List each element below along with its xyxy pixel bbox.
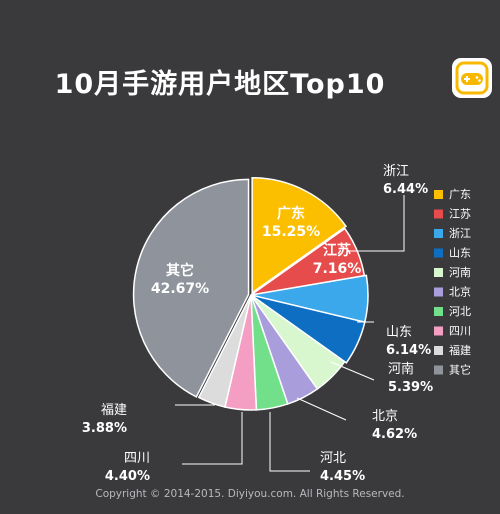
slice-value-9: 3.88% xyxy=(82,421,127,436)
chart-title: 10月手游用户地区Top10 xyxy=(54,69,386,100)
legend-swatch-7 xyxy=(434,307,443,316)
pie-chart: 广东15.25%江苏7.16%浙江6.44%山东6.14%河南5.39%北京4.… xyxy=(82,164,471,480)
legend-item-2: 江苏 xyxy=(449,208,471,221)
slice-label-6: 北京 xyxy=(372,409,398,424)
pie-slice-1 xyxy=(251,177,348,295)
legend-swatch-10 xyxy=(434,365,443,375)
slice-value-4: 6.14% xyxy=(386,343,431,358)
legend-swatch-9 xyxy=(434,346,443,355)
slice-label-4: 山东 xyxy=(386,325,412,340)
legend-item-9: 福建 xyxy=(449,343,471,357)
gamepad-icon xyxy=(452,58,492,98)
legend-item-1: 广东 xyxy=(449,188,471,201)
slice-label-7: 河北 xyxy=(320,451,346,466)
slice-value-2: 7.16% xyxy=(313,261,362,277)
leader-line-3 xyxy=(349,195,405,252)
slice-label-1: 广东 xyxy=(277,205,305,222)
copyright-text: Copyright © 2014-2015. Diyiyou.com. All … xyxy=(95,488,405,500)
legend-swatch-6 xyxy=(434,287,443,297)
legend-swatch-1 xyxy=(434,190,443,199)
slice-value-3: 6.44% xyxy=(383,182,428,197)
slice-value-6: 4.62% xyxy=(372,427,417,442)
legend-swatch-4 xyxy=(434,248,443,258)
legend-swatch-2 xyxy=(434,209,443,219)
slice-value-8: 4.40% xyxy=(105,469,150,480)
legend-swatch-8 xyxy=(434,326,443,336)
legend-item-4: 山东 xyxy=(449,247,471,260)
slice-value-7: 4.45% xyxy=(320,469,365,480)
slice-label-10: 其它 xyxy=(166,262,194,279)
leader-line-5 xyxy=(330,361,375,381)
legend-swatch-5 xyxy=(434,268,443,277)
pie-slice-9 xyxy=(197,294,252,408)
legend-item-5: 河南 xyxy=(449,266,471,279)
slice-label-9: 福建 xyxy=(101,403,127,418)
slice-value-1: 15.25% xyxy=(262,224,320,240)
legend-item-6: 北京 xyxy=(449,285,471,299)
legend-item-7: 河北 xyxy=(449,305,471,318)
slice-label-5: 河南 xyxy=(388,361,414,377)
slice-label-8: 四川 xyxy=(124,451,150,466)
leader-line-8 xyxy=(182,412,243,465)
legend-item-3: 浙江 xyxy=(449,227,471,240)
slice-label-3: 浙江 xyxy=(383,164,409,179)
leader-line-6 xyxy=(296,397,347,421)
leader-line-7 xyxy=(269,412,310,472)
legend-item-8: 四川 xyxy=(449,325,471,338)
pie-slice-10 xyxy=(132,178,250,398)
slice-value-10: 42.67% xyxy=(151,281,209,297)
slice-label-2: 江苏 xyxy=(323,242,351,259)
slice-value-5: 5.39% xyxy=(388,380,433,395)
legend-item-10: 其它 xyxy=(449,363,471,377)
legend-swatch-3 xyxy=(434,229,443,238)
